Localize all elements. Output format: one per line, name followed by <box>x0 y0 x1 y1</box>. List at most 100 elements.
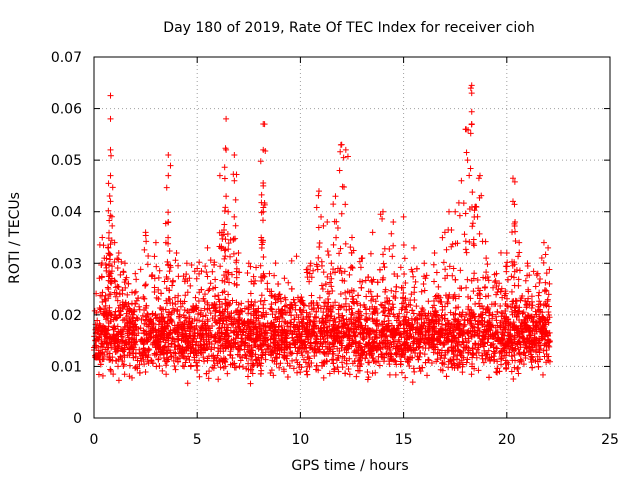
data-point <box>496 349 503 356</box>
data-point <box>450 353 457 360</box>
data-point <box>334 345 341 352</box>
data-point <box>196 373 203 380</box>
data-point <box>267 369 274 376</box>
data-point <box>316 346 323 353</box>
data-point <box>171 338 178 345</box>
data-point <box>504 316 511 323</box>
data-point <box>308 359 315 366</box>
data-point <box>469 351 476 358</box>
data-point <box>306 278 313 285</box>
data-point <box>139 337 146 344</box>
data-point <box>351 314 358 321</box>
data-point <box>278 346 285 353</box>
data-point <box>304 371 311 378</box>
data-point <box>360 336 367 343</box>
data-point <box>366 334 373 341</box>
data-point <box>453 356 460 363</box>
data-point <box>324 339 331 346</box>
data-point <box>160 355 167 362</box>
data-point <box>233 268 240 275</box>
data-point <box>418 288 425 295</box>
data-point <box>464 276 471 283</box>
data-point <box>169 278 176 285</box>
data-point <box>445 338 452 345</box>
data-point <box>172 350 179 357</box>
data-point <box>479 321 486 328</box>
data-point <box>308 292 315 299</box>
data-point <box>144 354 151 361</box>
data-point <box>216 172 223 179</box>
chart-title: Day 180 of 2019, Rate Of TEC Index for r… <box>163 20 534 36</box>
data-point <box>211 261 218 268</box>
data-point <box>332 299 339 306</box>
data-point <box>184 380 191 387</box>
data-point <box>400 330 407 337</box>
data-point <box>362 355 369 362</box>
data-point <box>233 274 240 281</box>
data-point <box>296 333 303 340</box>
data-point <box>388 287 395 294</box>
data-point <box>382 288 389 295</box>
data-point <box>206 286 213 293</box>
data-point <box>259 274 266 281</box>
data-point <box>268 348 275 355</box>
data-point <box>186 315 193 322</box>
data-point <box>377 301 384 308</box>
axis-ticks <box>93 56 611 419</box>
data-point <box>498 355 505 362</box>
data-point <box>294 350 301 357</box>
data-point <box>96 241 103 248</box>
data-point <box>118 345 125 352</box>
data-point <box>106 256 113 263</box>
data-point <box>394 273 401 280</box>
data-point <box>138 316 145 323</box>
data-point <box>450 327 457 334</box>
data-point <box>202 312 209 319</box>
data-point <box>421 351 428 358</box>
data-point <box>353 373 360 380</box>
data-point <box>179 363 186 370</box>
data-point <box>131 307 138 314</box>
data-point <box>171 362 178 369</box>
data-point <box>122 276 129 283</box>
data-point <box>315 224 322 231</box>
data-point <box>120 269 127 276</box>
data-point <box>496 368 503 375</box>
data-point <box>142 317 149 324</box>
data-point <box>261 335 268 342</box>
data-point <box>299 316 306 323</box>
data-point <box>529 354 536 361</box>
data-point <box>484 351 491 358</box>
data-point <box>158 332 165 339</box>
data-point <box>208 341 215 348</box>
data-point <box>392 288 399 295</box>
data-point <box>271 272 278 279</box>
data-point <box>106 335 113 342</box>
data-point <box>440 259 447 266</box>
data-point <box>512 237 519 244</box>
data-point <box>247 380 254 387</box>
data-point <box>144 261 151 268</box>
data-point <box>174 298 181 305</box>
data-point <box>288 257 295 264</box>
data-point <box>117 330 124 337</box>
data-point <box>326 279 333 286</box>
data-point <box>249 370 256 377</box>
data-point <box>297 369 304 376</box>
data-point <box>320 319 327 326</box>
data-point <box>514 341 521 348</box>
data-point <box>182 327 189 334</box>
data-point <box>342 146 349 153</box>
data-point <box>200 295 207 302</box>
data-point <box>242 320 249 327</box>
data-point <box>344 153 351 160</box>
data-point <box>275 328 282 335</box>
data-point <box>320 327 327 334</box>
data-point <box>456 212 463 219</box>
data-point <box>437 366 444 373</box>
data-point <box>335 314 342 321</box>
data-point <box>121 316 128 323</box>
data-point <box>346 355 353 362</box>
data-point <box>207 310 214 317</box>
data-point <box>497 303 504 310</box>
